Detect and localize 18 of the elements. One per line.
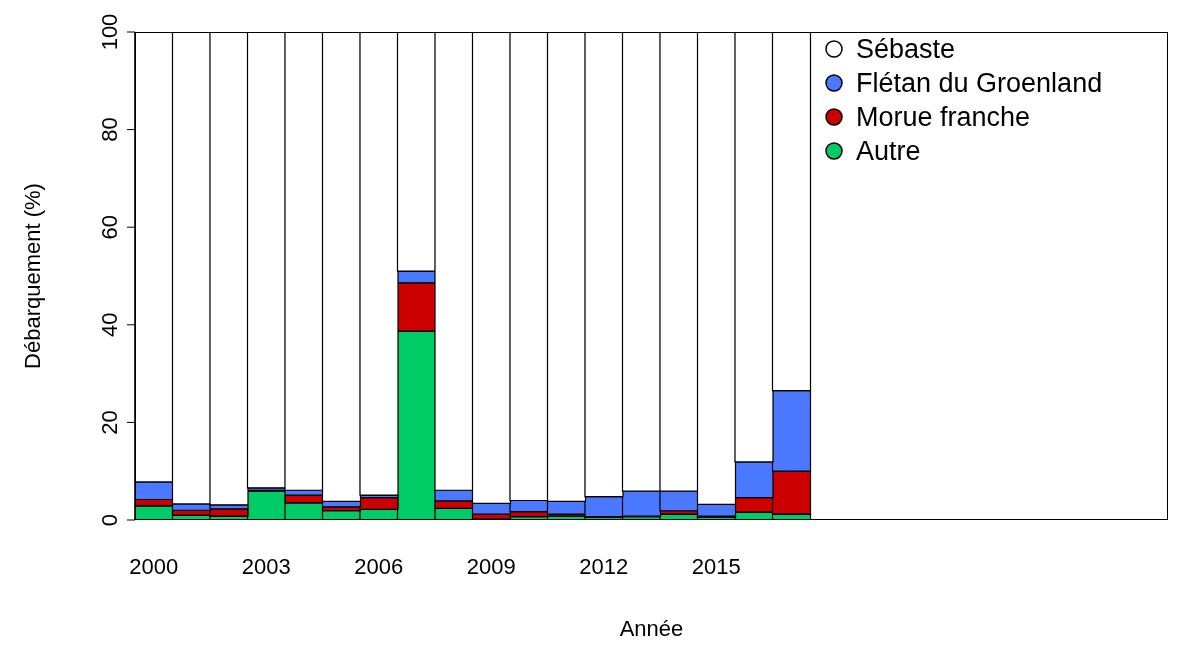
x-tick-label: 2015 [691, 553, 741, 579]
x-axis-title: Année [619, 616, 684, 641]
legend-label: Sébaste [856, 33, 956, 66]
y-tick-label: 0 [97, 513, 122, 527]
x-tick-label: 2012 [579, 553, 629, 579]
x-tick-label: 2009 [466, 553, 516, 579]
y-tick-label: 100 [97, 13, 122, 51]
y-tick-label: 40 [97, 312, 122, 338]
x-tick-label: 2006 [354, 553, 404, 579]
y-tick-label: 80 [97, 117, 122, 142]
y-tick-label: 60 [97, 214, 122, 240]
legend-label: Flétan du Groenland [856, 67, 1103, 100]
y-tick-label: 20 [97, 410, 122, 435]
legend-label: Autre [856, 135, 921, 168]
legend-label: Morue franche [856, 101, 1031, 134]
y-axis-title: Débarquement (%) [19, 183, 45, 369]
x-tick-label: 2000 [129, 553, 179, 579]
x-tick-label: 2003 [241, 553, 291, 579]
